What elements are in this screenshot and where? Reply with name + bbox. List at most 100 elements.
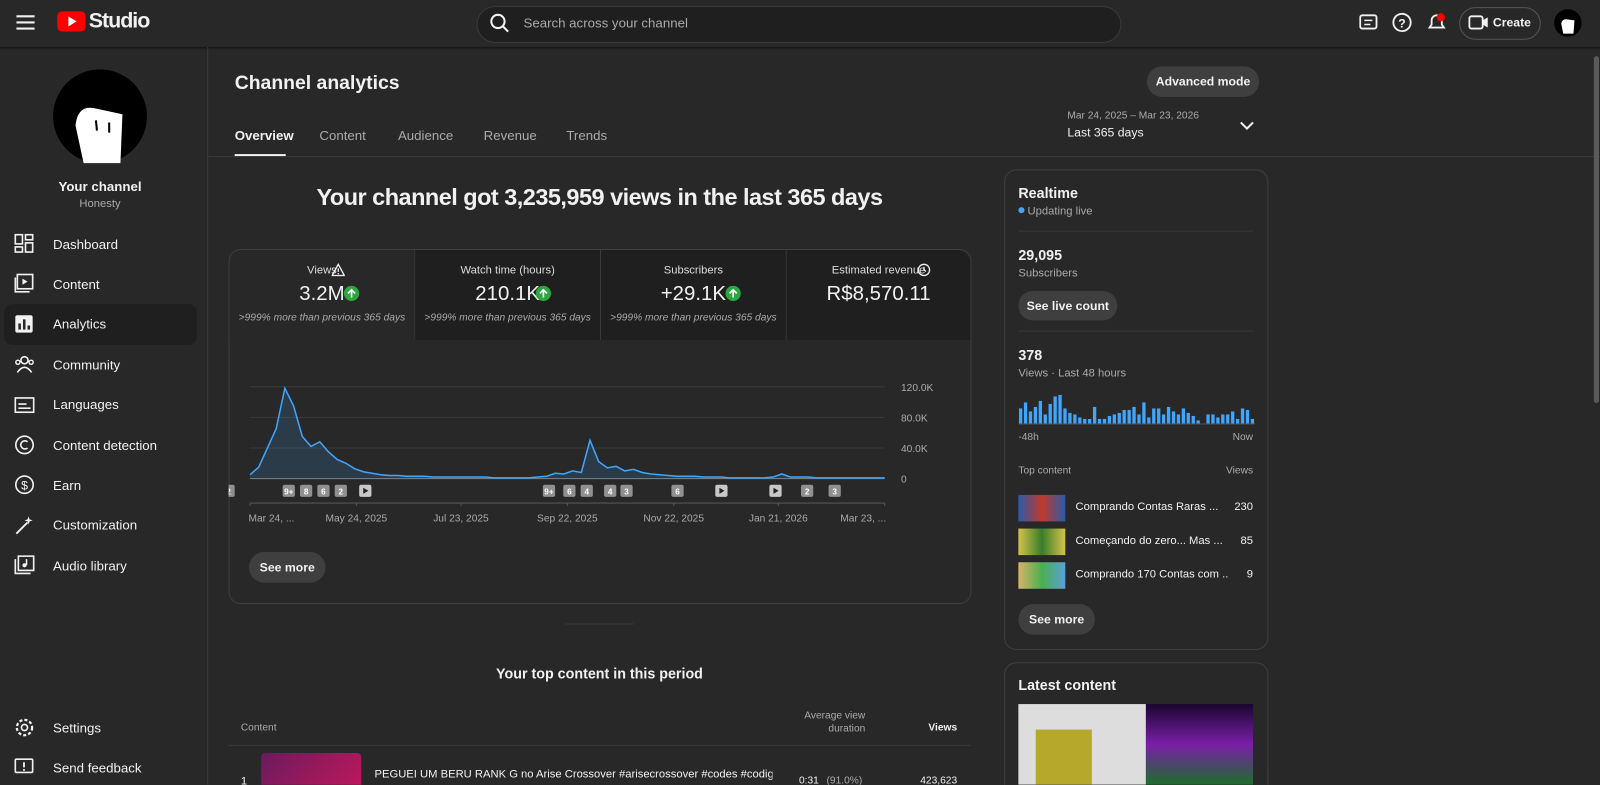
x-tick-label: Sep 22, 2025 <box>537 513 598 524</box>
bar <box>1107 415 1112 424</box>
bar <box>1083 418 1087 424</box>
nav-label: Dashboard <box>53 236 118 252</box>
search-placeholder: Search across your channel <box>523 15 688 31</box>
row-title[interactable]: Começando do zero... Mas ... <box>1075 534 1223 547</box>
metric-value: +29.1K <box>660 282 726 306</box>
date-range[interactable]: Mar 24, 2025 – Mar 23, 2026 <box>1067 110 1199 122</box>
search-box[interactable] <box>476 6 1122 43</box>
tab[interactable]: Audience <box>397 127 454 143</box>
bar <box>1097 418 1102 424</box>
bar <box>1033 406 1038 424</box>
metric-tile[interactable]: Watch time (hours) 210.1K >999% more than … <box>415 249 602 340</box>
top-content-title: Your top content in this period <box>496 665 703 682</box>
row-title[interactable]: Comprando Contas Raras ... <box>1075 501 1219 514</box>
warning-icon[interactable] <box>331 263 345 277</box>
metric-tile[interactable]: Views 3.2M >999% more than previous 365 da… <box>229 249 416 340</box>
annotation-marker <box>604 484 617 497</box>
see-more-button[interactable]: See more <box>248 552 326 583</box>
y-tick-label: 40.0K <box>901 444 928 455</box>
bar <box>1043 414 1047 424</box>
thumbnail-figure <box>1035 729 1092 785</box>
scrollbar[interactable] <box>1593 56 1599 404</box>
nav-item[interactable]: Dashboard <box>4 223 197 264</box>
annotation-marker <box>542 484 556 497</box>
row-thumbnail[interactable] <box>1018 528 1066 556</box>
bar <box>1221 414 1225 424</box>
metric-tile[interactable]: Subscribers +29.1K >999% more than previou… <box>601 249 787 340</box>
tab[interactable]: Trends <box>566 127 608 143</box>
channel-avatar[interactable] <box>53 69 147 164</box>
row-rank: 1 <box>240 775 248 785</box>
messages-icon[interactable] <box>1359 13 1379 33</box>
see-more-button[interactable]: See more <box>1018 604 1095 635</box>
y-tick-label: 120.0K <box>901 383 933 394</box>
realtime-chart <box>1018 394 1256 425</box>
row-title[interactable]: Comprando 170 Contas com ... <box>1075 568 1229 581</box>
row-title[interactable]: PEGUEI UM BERU RANK G no Arise Crossover… <box>374 768 773 781</box>
account-avatar[interactable] <box>1554 9 1582 37</box>
nav-item[interactable]: Community <box>4 344 197 385</box>
bar <box>1112 414 1116 424</box>
row-duration: 0:31 <box>798 775 819 785</box>
trend-up-icon <box>343 285 360 302</box>
x-tick-label: Jul 23, 2025 <box>433 513 489 524</box>
bar <box>1122 409 1126 424</box>
annotation-label: 4 <box>584 487 589 496</box>
see-live-count-button[interactable]: See live count <box>1018 290 1118 321</box>
tab[interactable]: Revenue <box>483 127 537 143</box>
realtime-title: Realtime <box>1018 184 1078 202</box>
row-thumbnail[interactable] <box>1018 494 1066 522</box>
youtube-logo[interactable] <box>57 11 86 32</box>
nav-item[interactable]: Settings <box>4 707 197 748</box>
bar <box>1147 417 1151 424</box>
nav-item[interactable]: Send feedback <box>4 747 197 784</box>
metric-tile[interactable]: Estimated revenue R$8,570.11 <box>786 249 971 340</box>
bar <box>1176 414 1181 424</box>
nav-label: Settings <box>53 719 102 736</box>
row-thumbnail[interactable] <box>261 753 362 785</box>
date-period[interactable]: Last 365 days <box>1067 125 1144 140</box>
nav-item[interactable]: Audio library <box>4 545 197 586</box>
latest-content-title: Latest content <box>1018 676 1116 693</box>
bar <box>1117 412 1121 424</box>
nav-icon <box>15 516 33 535</box>
search-icon <box>490 13 509 33</box>
advanced-mode-button[interactable]: Advanced mode <box>1146 66 1260 97</box>
metric-note: >999% more than previous 365 days <box>424 312 591 324</box>
nav-item[interactable]: Languages <box>4 384 197 425</box>
realtime-card <box>1004 169 1269 650</box>
metric-value: R$8,570.11 <box>826 282 931 306</box>
bar <box>1206 414 1210 424</box>
menu-button[interactable] <box>16 14 35 30</box>
nav-item[interactable]: Content <box>4 264 197 305</box>
help-icon[interactable]: ? <box>1392 12 1413 33</box>
notifications-icon[interactable] <box>1425 11 1447 33</box>
tab[interactable]: Content <box>319 127 366 143</box>
nav-icon <box>15 315 33 333</box>
annotation-label: 4 <box>608 487 613 496</box>
row-duration-percent: (91.0%) <box>826 775 863 785</box>
nav-icon <box>15 718 34 737</box>
nav-item[interactable]: Content detection <box>4 424 197 465</box>
nav-item[interactable]: Customization <box>4 505 197 546</box>
date-dropdown[interactable] <box>1240 120 1254 131</box>
create-button[interactable] <box>1459 7 1541 40</box>
annotation-label: 9+ <box>284 487 294 496</box>
annotation-marker <box>671 484 684 497</box>
tabs-divider <box>208 156 1600 158</box>
bar <box>1161 414 1166 424</box>
tab[interactable]: Overview <box>234 127 294 143</box>
nav-icon <box>14 396 35 413</box>
bar <box>1058 394 1062 424</box>
nav-item[interactable]: $ Earn <box>4 465 197 506</box>
bar <box>1186 412 1190 424</box>
row-thumbnail[interactable] <box>1018 562 1066 589</box>
annotation-label: 3 <box>832 487 837 496</box>
sidebar-divider <box>207 46 209 785</box>
clock-icon[interactable] <box>917 263 931 277</box>
column-header: Average view duration <box>804 710 866 735</box>
latest-thumbnail[interactable] <box>1145 704 1254 785</box>
nav-item[interactable]: Analytics <box>4 303 197 345</box>
